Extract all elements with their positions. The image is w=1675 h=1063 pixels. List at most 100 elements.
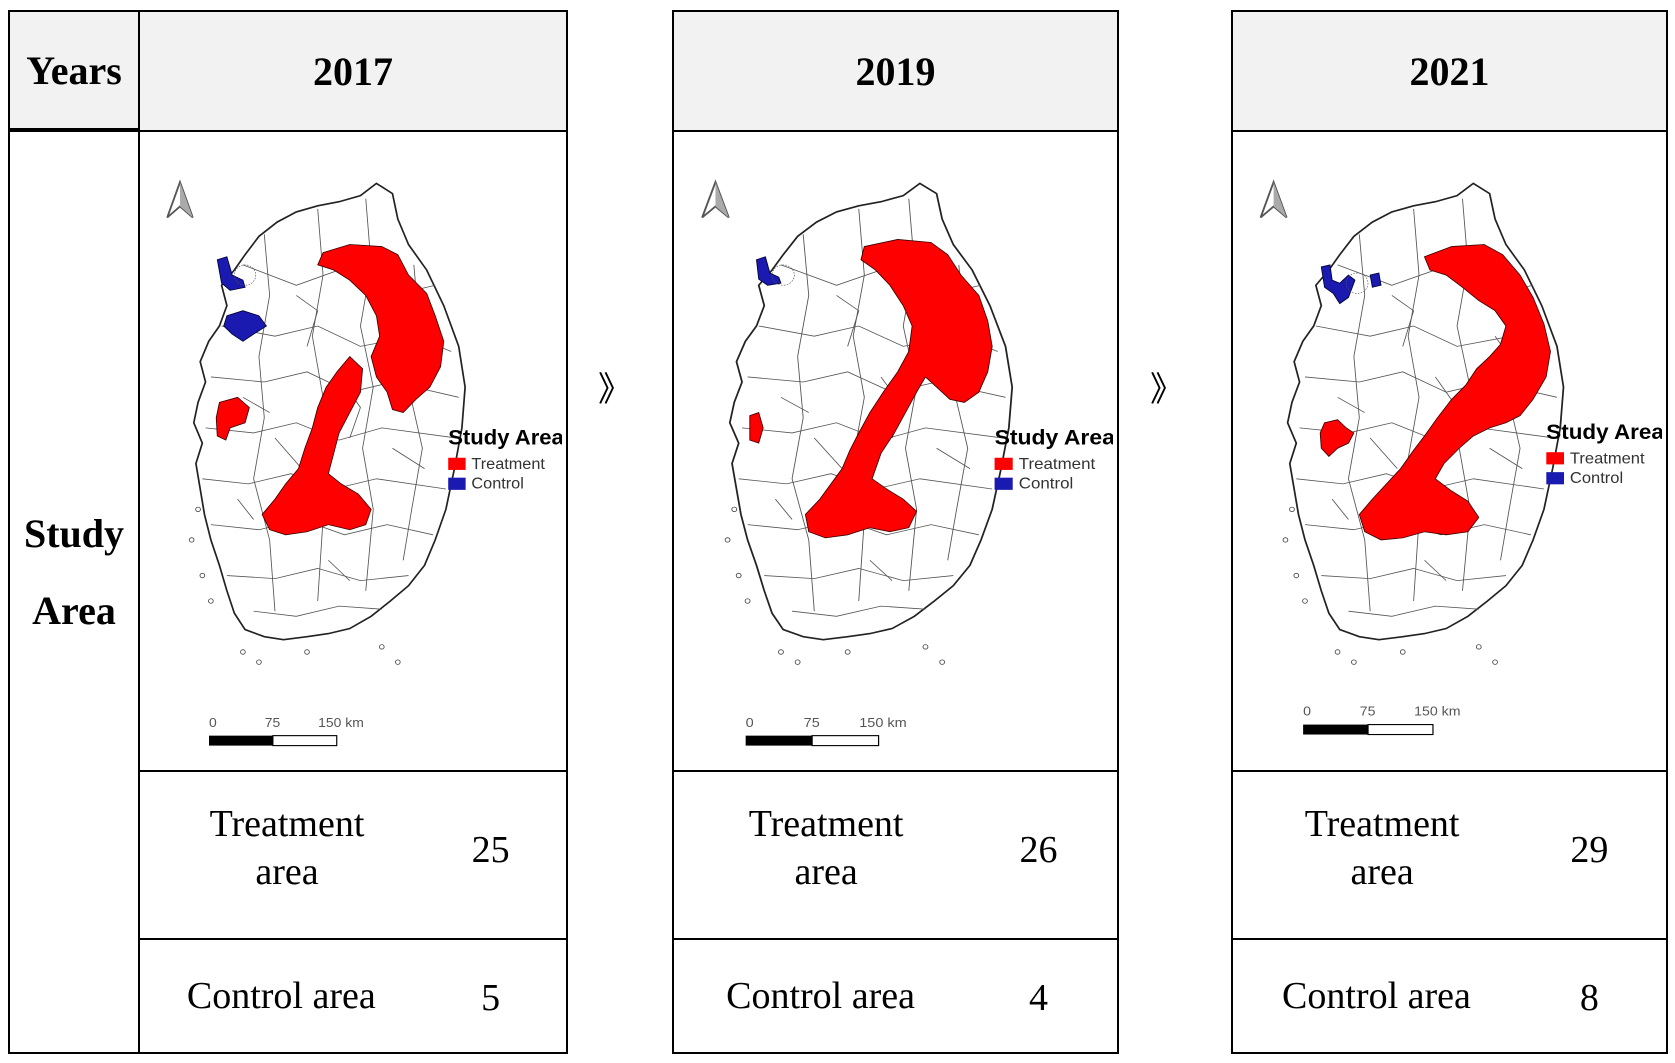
seoul-districts (234, 264, 257, 286)
island (240, 649, 246, 655)
legend-label-treatment: Treatment (1570, 450, 1645, 467)
progression-arrow-icon: 》 (598, 370, 632, 410)
scale-label-end: 150 km (859, 714, 907, 729)
island (731, 506, 738, 512)
year-header: 2017 (140, 12, 566, 132)
scale-label-end: 150 km (318, 715, 364, 730)
scale-bar: 0 75 150 km (1303, 704, 1461, 736)
island (1302, 598, 1308, 604)
treatment-region (1319, 419, 1355, 457)
scale-segment-white (1367, 724, 1434, 736)
scale-label-end: 150 km (1414, 704, 1460, 719)
island (395, 659, 401, 665)
scale-segment-black (209, 735, 273, 746)
legend-swatch-control (448, 477, 466, 490)
island (304, 649, 310, 655)
island (744, 598, 751, 604)
control-region (756, 256, 782, 286)
island (939, 659, 946, 665)
control-region (1369, 272, 1382, 288)
island (844, 649, 851, 655)
scale-segment-black (1303, 724, 1369, 735)
year-header: 2021 (1233, 12, 1666, 132)
district-boundary (775, 335, 965, 581)
treatment-area-label: Treatment area (209, 803, 365, 893)
island (1351, 659, 1357, 665)
panel-border (138, 10, 568, 1054)
legend-label-control: Control (471, 476, 523, 493)
control-area-label: Control area (186, 975, 376, 1017)
progression-arrow-icon: 》 (1150, 370, 1184, 410)
panel-border (672, 10, 1119, 1054)
control-area-count: 4 (1029, 977, 1049, 1019)
legend-label-control: Control (1019, 475, 1074, 492)
legend-title: Study Area (1546, 420, 1662, 444)
divider-map (138, 770, 568, 772)
years-header: Years (10, 12, 138, 130)
scale-bar: 0 75 150 km (209, 715, 364, 747)
map-cell: Study Area Treatment Control 0 75 150 km (1237, 140, 1662, 760)
year-label: 2017 (313, 48, 393, 94)
district-boundary (764, 567, 954, 582)
district-boundary (741, 422, 1004, 441)
divider-treatment (1231, 938, 1668, 940)
treatment-region (804, 239, 993, 539)
divider-treatment (672, 938, 1119, 940)
treatment-area-label: Treatment area (748, 803, 904, 893)
legend-swatch-control (1546, 472, 1565, 485)
scale-label-mid: 75 (1360, 704, 1376, 719)
island (1293, 572, 1300, 579)
control-region (216, 256, 246, 291)
treatment-area-count: 25 (471, 829, 510, 871)
divider-treatment (138, 938, 568, 940)
scale-label-zero: 0 (1303, 704, 1311, 719)
island (735, 572, 742, 579)
island (1289, 506, 1295, 512)
scale-label-zero: 0 (209, 715, 217, 730)
legend-swatch-treatment (994, 457, 1013, 470)
district-boundary (791, 234, 815, 612)
treatment-region (317, 244, 445, 414)
island (1399, 649, 1406, 655)
district-boundary (237, 335, 420, 581)
control-area-count: 5 (481, 977, 501, 1019)
legend-label-control: Control (1570, 470, 1623, 487)
district-boundary (253, 605, 382, 617)
year-label: 2019 (855, 48, 936, 94)
legend-title: Study Area (448, 425, 562, 449)
map-legend: Study Area Treatment Control (994, 425, 1113, 493)
scale-label-mid: 75 (804, 714, 820, 729)
district-boundary (274, 295, 425, 469)
district-boundary (226, 567, 409, 582)
north-arrow-icon (1259, 179, 1288, 219)
year-header: 2019 (674, 12, 1117, 132)
treatment-region (215, 396, 250, 441)
treatment-region (261, 355, 372, 536)
treatment-region (1358, 244, 1551, 541)
control-area-label: Control area (1282, 975, 1471, 1017)
district-boundary (1331, 335, 1518, 581)
control-region (223, 310, 268, 342)
study-area-row-label: Study Area (23, 511, 125, 633)
district-boundary (1321, 567, 1506, 582)
year-label: 2021 (1409, 48, 1490, 94)
island (724, 537, 731, 543)
district-boundary (1348, 234, 1371, 612)
legend-swatch-treatment (1546, 452, 1565, 465)
north-arrow-icon (166, 179, 194, 219)
scale-segment-black (745, 735, 813, 746)
study-area-map: Study Area Treatment Control 0 75 150 km (701, 179, 1113, 747)
district-boundary (253, 234, 276, 612)
control-area-label: Control area (726, 975, 915, 1017)
district-boundary (1348, 605, 1479, 617)
treatment-area-count: 29 (1570, 829, 1609, 871)
island (794, 659, 801, 665)
island (188, 537, 195, 543)
island (1475, 644, 1482, 650)
island (199, 572, 206, 579)
scale-label-mid: 75 (265, 715, 280, 730)
district-boundary (210, 519, 434, 536)
island (922, 644, 929, 650)
scale-segment-white (272, 735, 338, 747)
map-legend: Study Area Treatment Control (448, 425, 562, 493)
